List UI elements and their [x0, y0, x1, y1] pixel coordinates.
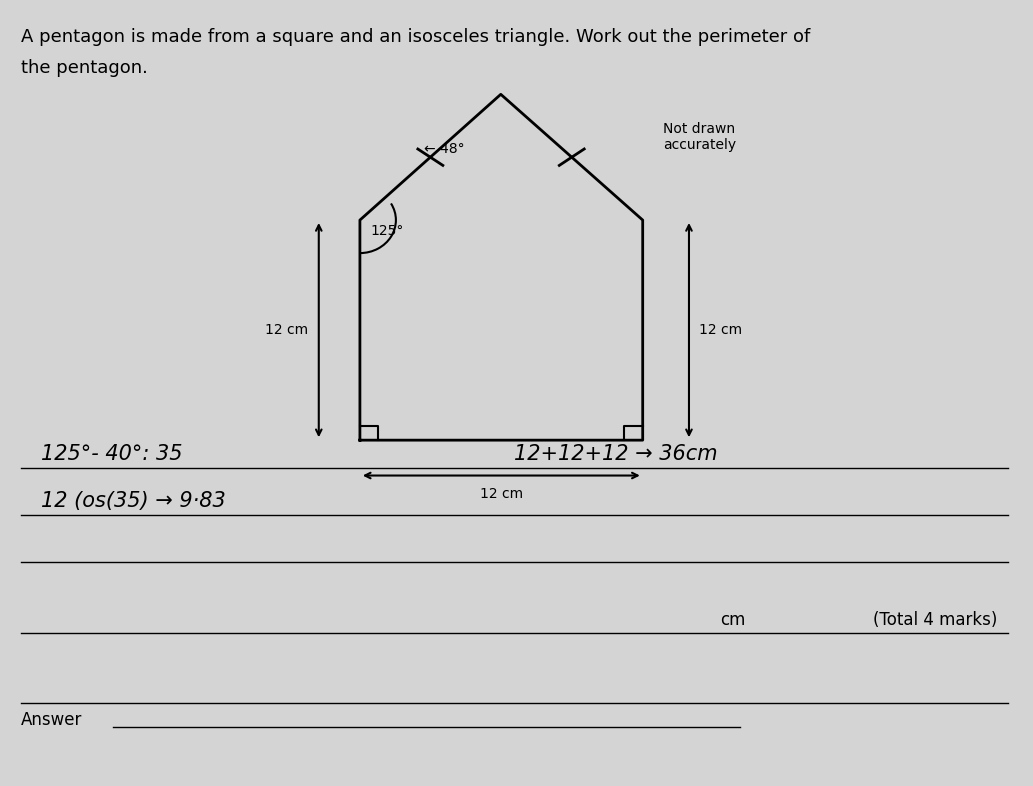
Text: ← 48°: ← 48° [424, 142, 464, 156]
Text: 12 (os(35) → 9·83: 12 (os(35) → 9·83 [41, 491, 226, 511]
Text: 12 cm: 12 cm [479, 487, 523, 501]
Text: A pentagon is made from a square and an isosceles triangle. Work out the perimet: A pentagon is made from a square and an … [21, 28, 810, 46]
Text: 125°- 40°: 35: 125°- 40°: 35 [41, 444, 183, 464]
Text: 12+12+12 → 36cm: 12+12+12 → 36cm [514, 444, 718, 464]
Text: Not drawn
accurately: Not drawn accurately [663, 122, 737, 152]
Text: 12 cm: 12 cm [699, 323, 743, 337]
Text: 12 cm: 12 cm [265, 323, 309, 337]
Text: the pentagon.: the pentagon. [21, 59, 148, 77]
Text: 125°: 125° [370, 224, 404, 238]
Text: cm: cm [720, 611, 745, 629]
Text: Answer: Answer [21, 711, 82, 729]
Text: (Total 4 marks): (Total 4 marks) [873, 611, 998, 629]
